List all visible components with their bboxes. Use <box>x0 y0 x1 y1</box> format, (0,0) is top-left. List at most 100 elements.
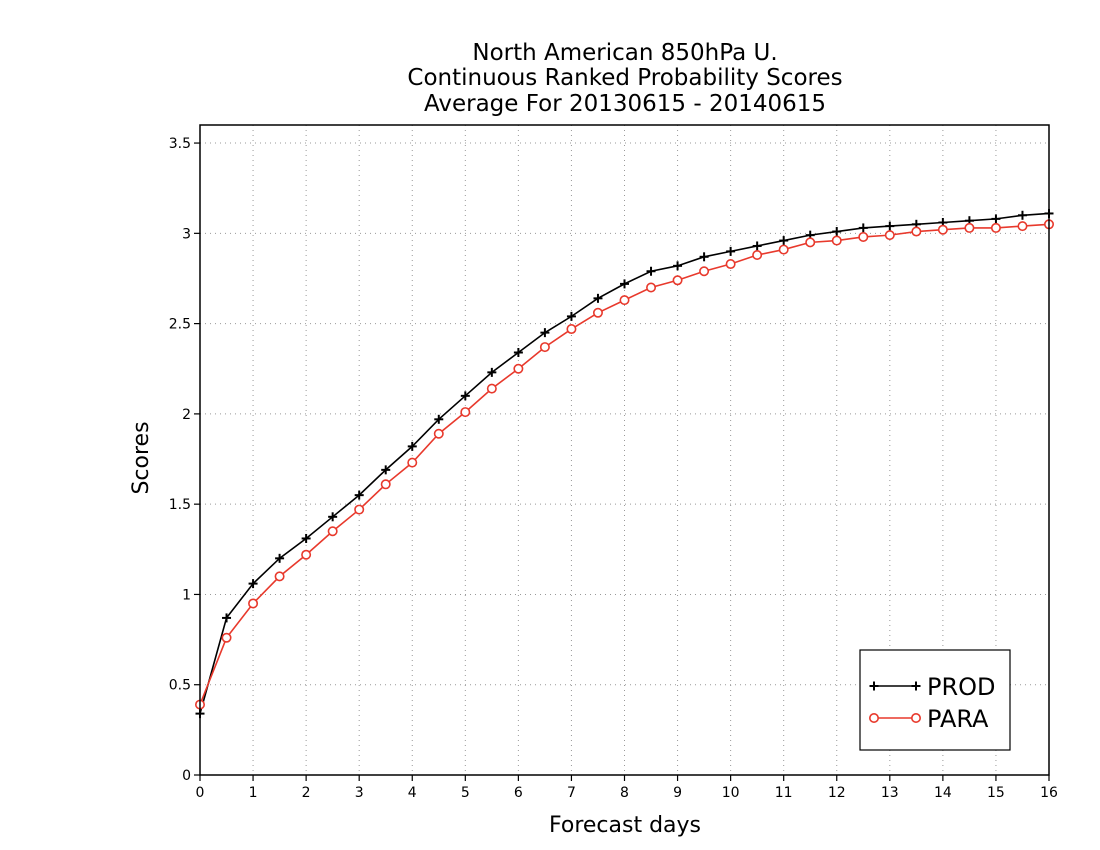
x-tick-label: 5 <box>461 785 470 801</box>
data-point-para <box>460 407 471 418</box>
legend-box <box>859 649 1011 751</box>
legend-label-para: PARA <box>927 705 989 733</box>
x-tick-label: 2 <box>302 785 311 801</box>
x-axis-label: Forecast days <box>549 813 701 838</box>
data-point-prod <box>407 441 417 451</box>
x-tick-label: 13 <box>881 785 899 801</box>
data-point-prod <box>620 279 629 289</box>
y-tick-label: 3 <box>182 226 191 242</box>
data-point-para <box>539 342 550 353</box>
x-tick-label: 7 <box>567 785 576 801</box>
data-point-prod <box>858 223 868 233</box>
data-point-para <box>486 383 497 394</box>
data-point-para <box>1017 221 1028 232</box>
x-tick-label: 16 <box>1040 785 1058 801</box>
chart-title-line-1: North American 850hPa U. <box>472 40 777 66</box>
data-point-para <box>646 282 657 293</box>
data-point-para <box>592 307 603 318</box>
data-point-para <box>327 526 338 537</box>
data-point-para <box>433 428 444 439</box>
x-tick-label: 15 <box>987 785 1005 801</box>
data-point-prod <box>991 214 1001 224</box>
data-point-para <box>937 224 948 235</box>
x-tick-label: 8 <box>620 785 629 801</box>
data-point-para <box>778 244 789 255</box>
y-axis-ticks: 0 0.5 1 1.5 2 2.5 3 3.5 <box>169 136 200 784</box>
data-point-para <box>858 231 869 242</box>
data-point-prod <box>460 391 470 401</box>
y-axis-label: Scores <box>129 421 154 494</box>
x-tick-label: 3 <box>355 785 364 801</box>
data-point-para <box>274 571 285 582</box>
data-point-para <box>407 457 418 468</box>
legend-marker-prod <box>911 681 921 691</box>
x-tick-label: 4 <box>408 785 417 801</box>
data-point-para <box>699 266 710 277</box>
x-tick-label: 14 <box>934 785 952 801</box>
x-tick-label: 10 <box>722 785 740 801</box>
chart-title: North American 850hPa U. Continuous Rank… <box>407 40 842 117</box>
data-point-prod <box>699 252 709 262</box>
y-tick-label: 0.5 <box>169 678 191 694</box>
data-point-para <box>831 235 842 246</box>
data-point-para <box>354 504 365 515</box>
y-tick-label: 1.5 <box>169 497 191 513</box>
y-tick-label: 3.5 <box>169 136 191 152</box>
data-point-prod <box>222 613 232 623</box>
data-point-prod <box>301 533 311 543</box>
legend: PROD PARA <box>859 649 1011 751</box>
data-point-para <box>380 479 391 490</box>
chart-title-line-2: Continuous Ranked Probability Scores <box>407 65 842 91</box>
data-point-prod <box>566 311 576 321</box>
chart-title-line-3: Average For 20130615 - 20140615 <box>424 91 826 117</box>
data-point-prod <box>673 261 683 271</box>
data-point-para <box>884 230 895 241</box>
legend-marker-para <box>910 712 921 723</box>
data-point-prod <box>434 414 444 424</box>
data-point-prod <box>885 221 895 231</box>
data-point-prod <box>779 236 789 246</box>
data-point-prod <box>832 227 842 237</box>
data-point-para <box>725 259 736 270</box>
data-point-prod <box>513 348 523 357</box>
x-tick-label: 11 <box>775 785 793 801</box>
data-point-para <box>248 598 259 609</box>
y-tick-label: 2.5 <box>169 317 191 333</box>
data-point-para <box>301 549 312 560</box>
y-tick-label: 2 <box>182 407 191 423</box>
data-point-prod <box>593 293 603 303</box>
data-point-prod <box>381 465 391 475</box>
x-tick-label: 1 <box>249 785 258 801</box>
legend-marker-para <box>868 712 879 723</box>
x-axis-ticks: 0 1 2 3 4 5 6 7 8 9 10 11 12 13 14 15 16 <box>196 775 1058 801</box>
data-point-para <box>672 275 683 286</box>
data-point-prod <box>726 246 736 256</box>
data-point-para <box>990 222 1001 233</box>
data-point-prod <box>487 367 497 377</box>
y-tick-label: 0 <box>182 768 191 784</box>
data-point-prod <box>328 512 338 522</box>
data-point-prod <box>646 266 656 276</box>
data-point-para <box>221 632 232 643</box>
data-point-para <box>513 363 524 374</box>
x-tick-label: 12 <box>828 785 846 801</box>
legend-label-prod: PROD <box>927 673 996 701</box>
y-tick-label: 1 <box>182 587 191 603</box>
data-point-prod <box>275 553 285 563</box>
data-point-prod <box>540 328 550 338</box>
data-point-prod <box>354 490 364 500</box>
data-point-para <box>964 222 975 233</box>
data-point-para <box>911 226 922 237</box>
data-point-prod <box>1017 210 1027 220</box>
x-tick-label: 0 <box>196 785 205 801</box>
data-point-prod <box>248 579 258 589</box>
data-point-para <box>566 324 577 335</box>
data-point-para <box>752 250 763 261</box>
legend-marker-prod <box>869 681 879 691</box>
data-point-para <box>619 295 630 306</box>
plot-series <box>195 208 1055 719</box>
data-point-para <box>805 237 816 248</box>
x-tick-label: 9 <box>673 785 682 801</box>
x-tick-label: 6 <box>514 785 523 801</box>
